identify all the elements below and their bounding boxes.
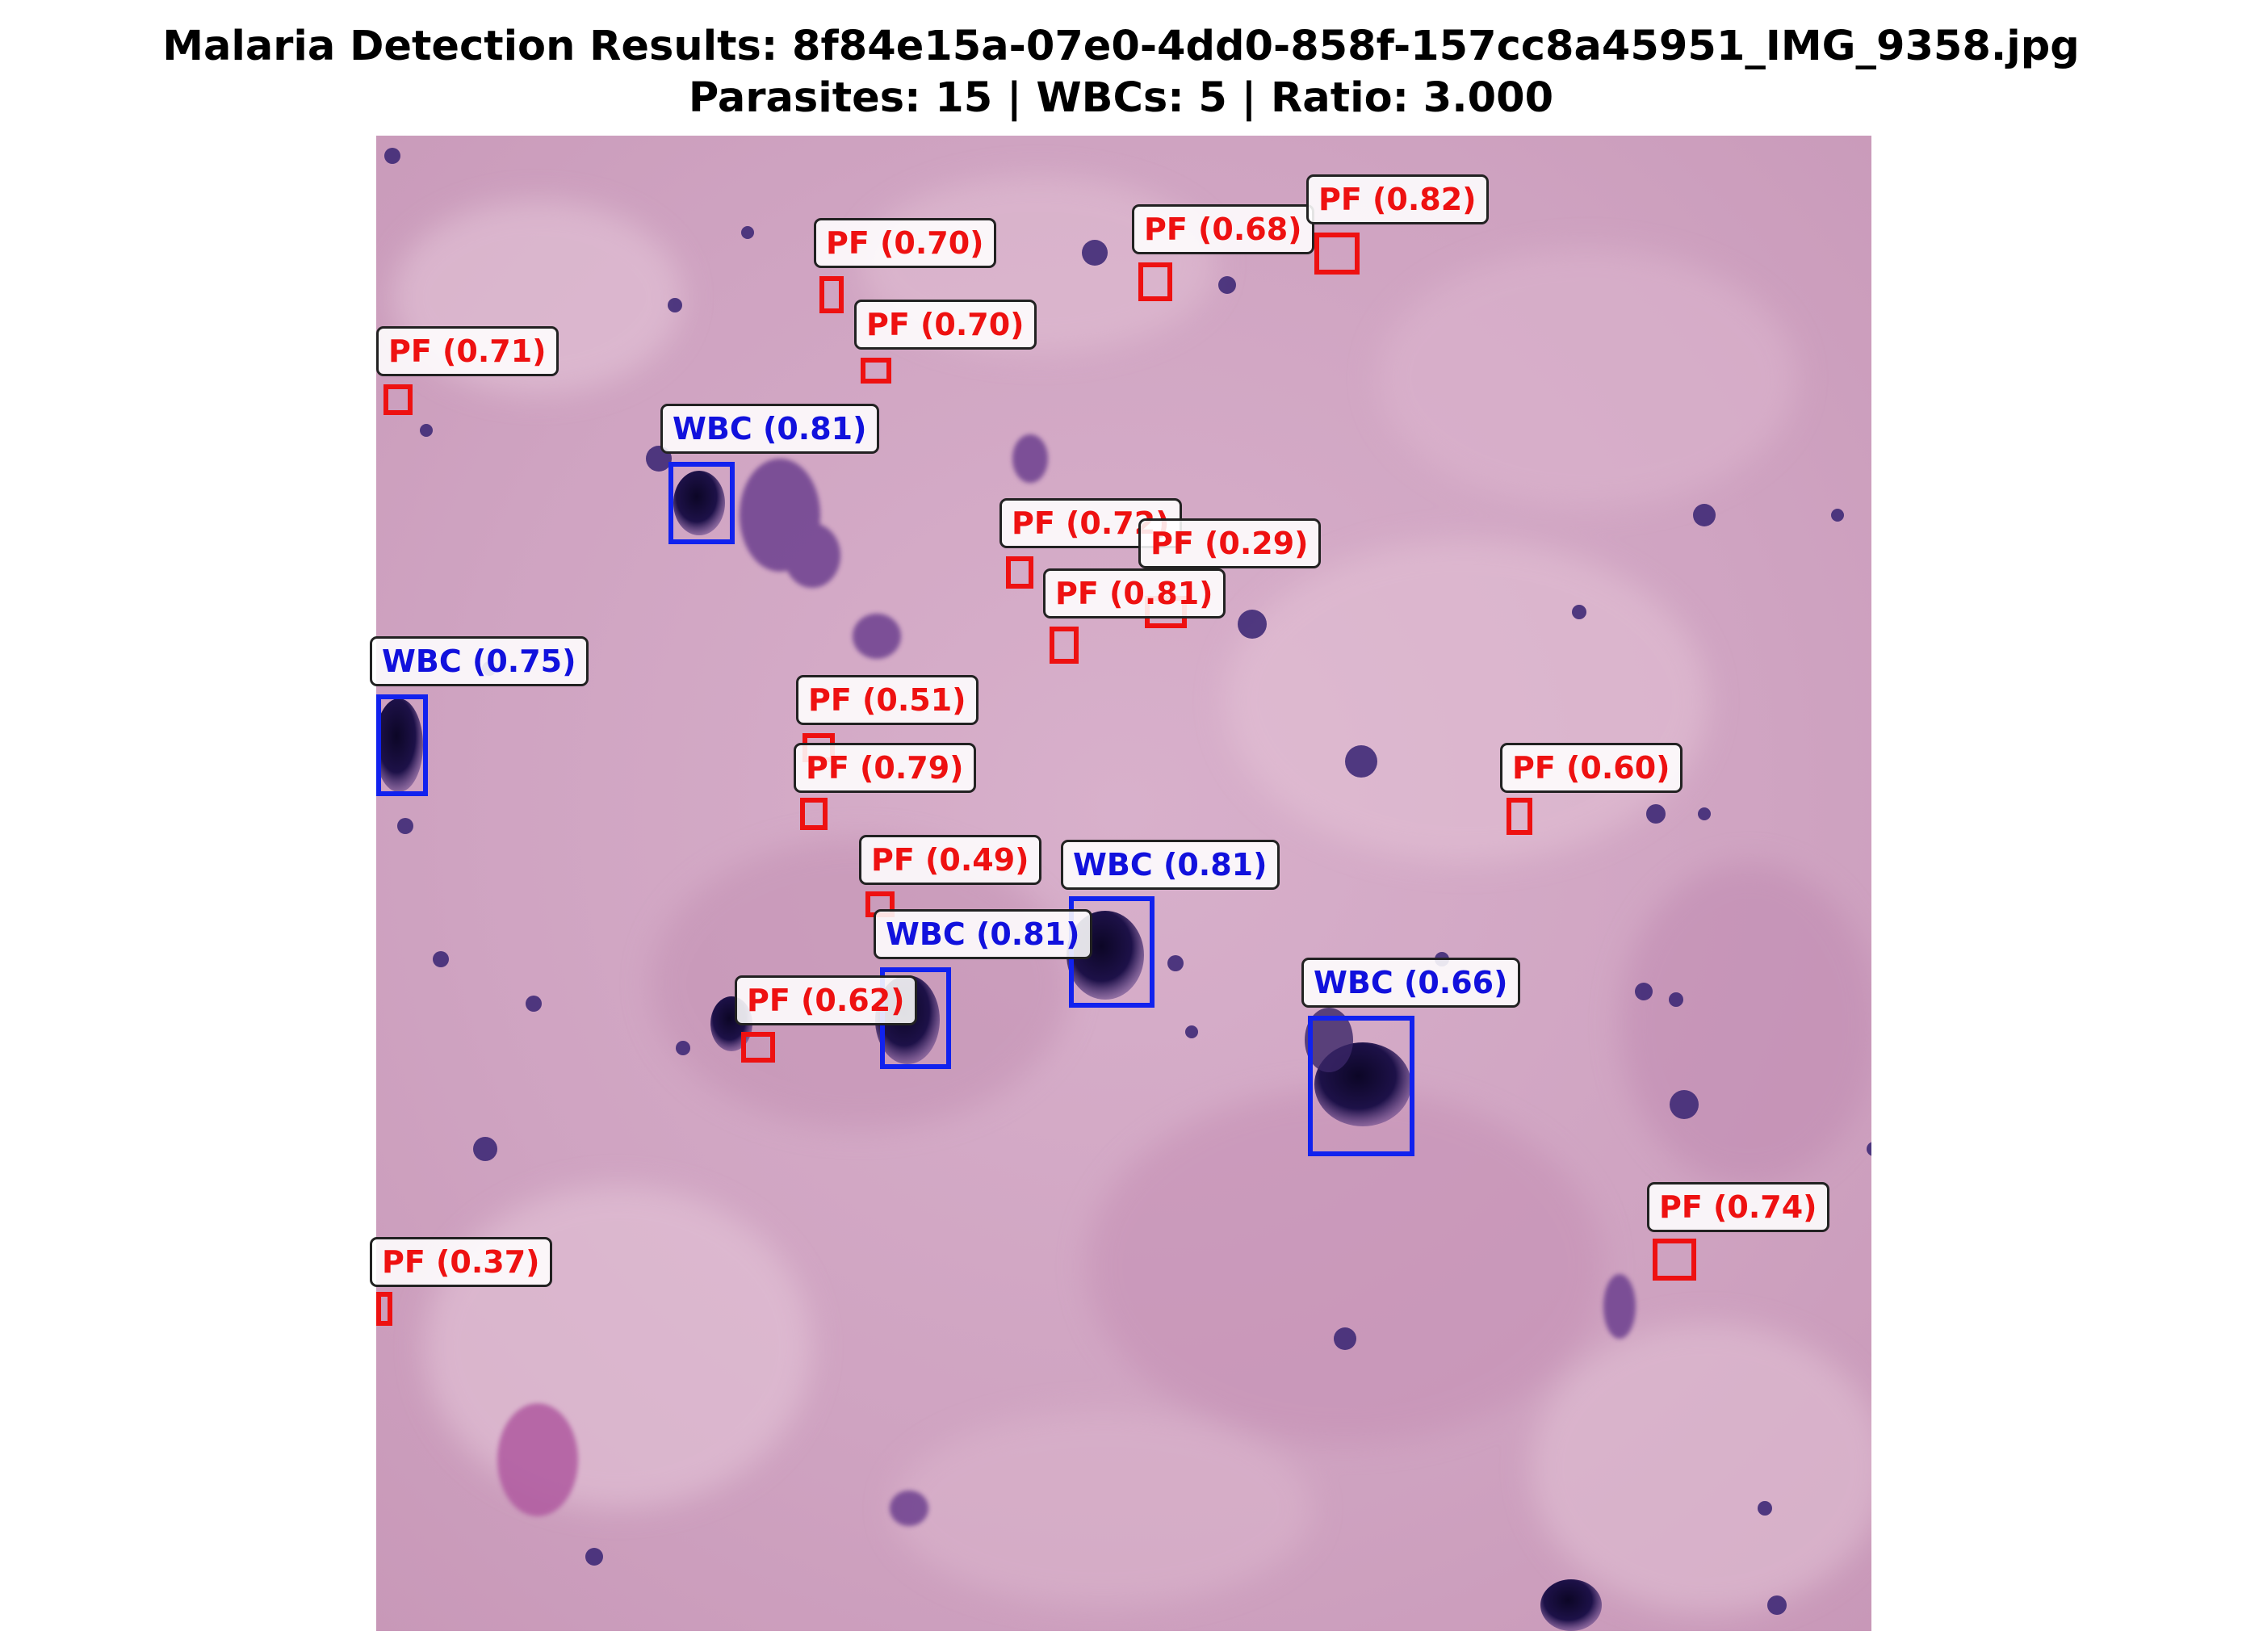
smear-picture	[376, 136, 1871, 1631]
figure-title: Malaria Detection Results: 8f84e15a-07e0…	[162, 23, 2080, 70]
figure-subtitle: Parasites: 15 | WBCs: 5 | Ratio: 3.000	[688, 74, 1554, 122]
blood-smear-image	[376, 136, 1871, 1631]
